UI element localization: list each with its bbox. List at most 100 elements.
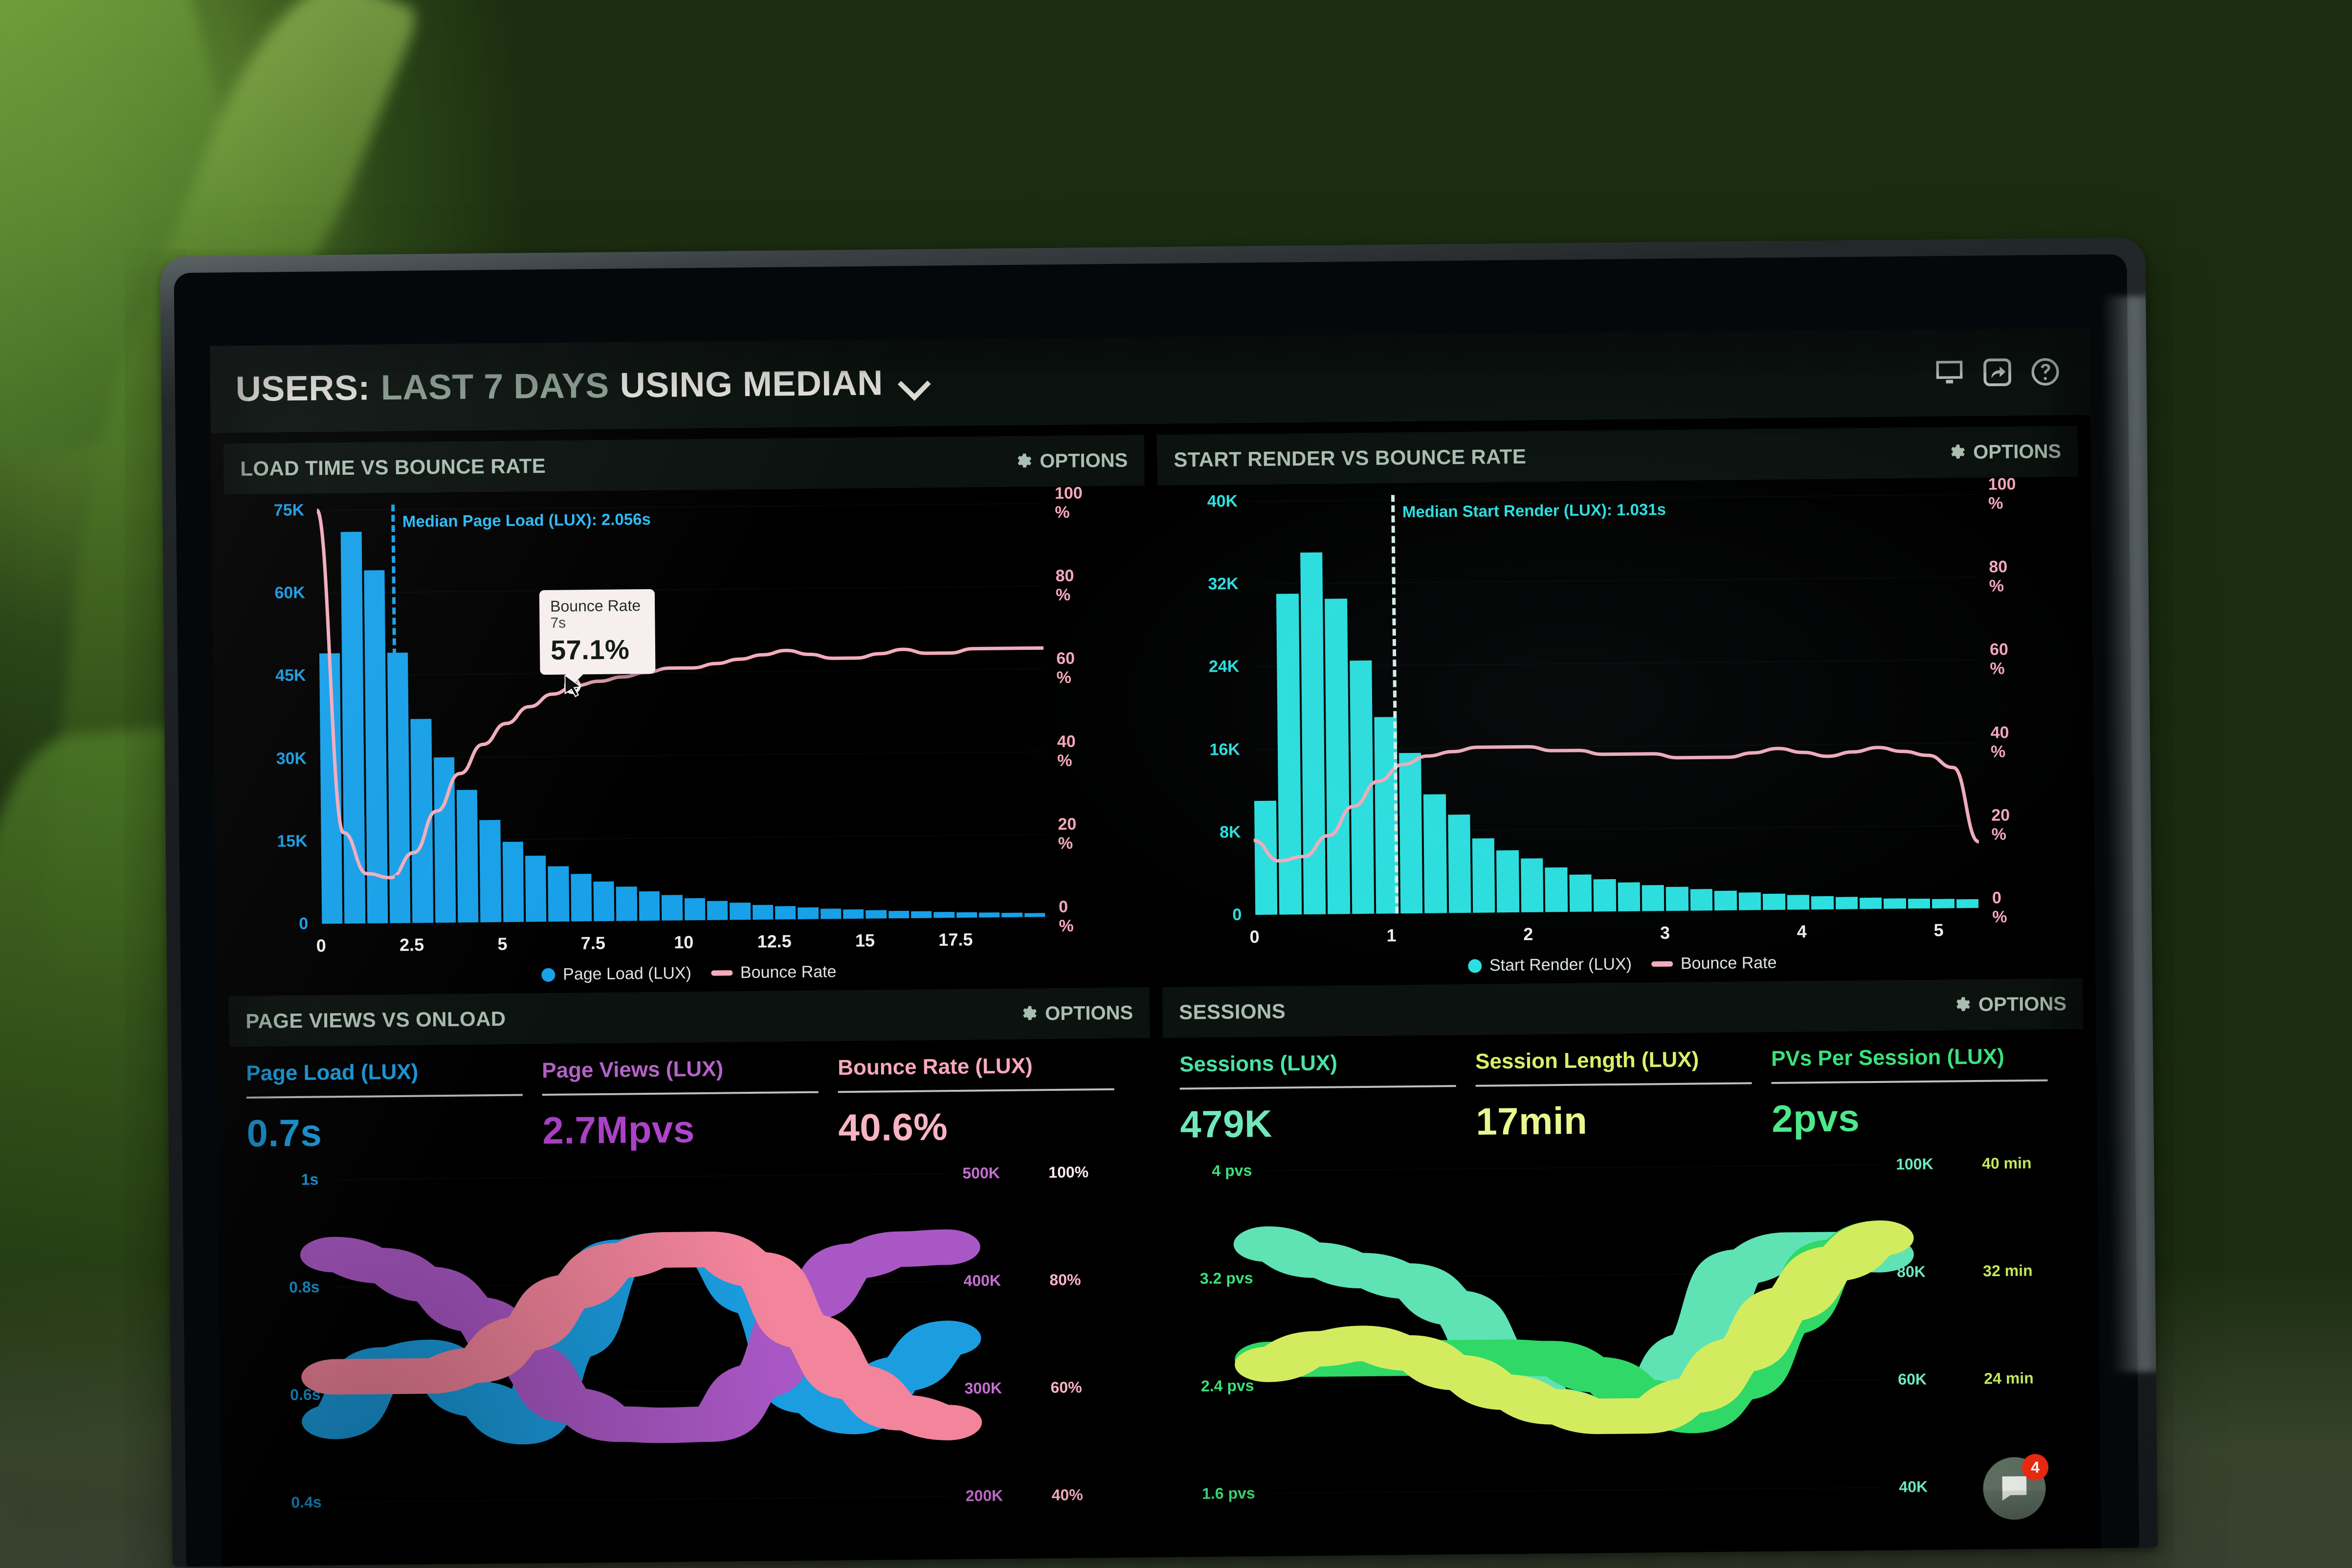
legend-line-icon [1651,961,1673,967]
metric-bounce-rate[interactable]: Bounce Rate (LUX) 40.6% [838,1053,1134,1150]
chat-badge: 4 [2021,1454,2049,1481]
header-icon-group [1935,357,2060,387]
legend-label: Bounce Rate [740,962,837,982]
divider [838,1088,1114,1093]
x-tick: 17.5 [938,929,973,950]
x-tick: 15 [855,930,875,950]
metric-page-load[interactable]: Page Load (LUX) 0.7s [246,1059,543,1156]
options-button[interactable]: OPTIONS [1013,449,1128,472]
x-tick: 12.5 [757,931,792,951]
plot-area: 4 pvs 3.2 pvs 2.4 pvs 1.6 pvs 100K 80K 6… [1200,1154,2034,1502]
x-tick: 0 [316,935,326,956]
y-tick-right: 60K [1898,1370,1927,1388]
panel-load-time-vs-bounce-rate: LOAD TIME VS BOUNCE RATE OPTIONS [223,435,1150,984]
metric-value: 17min [1475,1099,1588,1143]
monitor-icon[interactable] [1935,358,1964,387]
chat-button[interactable]: 4 [1982,1454,2049,1520]
metric-row: Sessions (LUX) 479K Session Length (LUX)… [1163,1029,2085,1147]
y-tick-left: 75K [273,501,305,520]
x-tick: 3 [1660,922,1670,943]
y-tick-right: 60 % [1989,640,2009,679]
y-tick-left: 3.2 pvs [1199,1269,1253,1287]
divider [246,1094,523,1099]
metric-row: Page Load (LUX) 0.7s Page Views (LUX) 2.… [229,1038,1151,1156]
y-tick-left: 16K [1209,740,1241,759]
median-label: Median Start Render (LUX): 1.031s [1402,500,1666,521]
legend-dot-icon [1467,959,1482,973]
plot-area: 75K 60K 45K 30K 15K 0 100 % 80 % 60 % [274,484,1083,955]
title-range: LAST 7 DAYS [380,366,610,408]
metric-page-views[interactable]: Page Views (LUX) 2.7Mpvs [542,1056,839,1153]
x-tick: 2.5 [399,934,424,955]
options-button[interactable]: OPTIONS [1952,993,2066,1016]
y-tick-left: 0.8s [289,1278,320,1296]
options-label: OPTIONS [1978,993,2067,1016]
y-tick-right: 80 % [1055,566,1074,605]
metric-value: 2.7Mpvs [542,1107,695,1152]
chart-page-views[interactable]: 1s 0.8s 0.6s 0.4s 500K 400K 300K 200K 10… [230,1152,1154,1511]
y-tick-right: 40 % [1057,732,1076,770]
y-tick-right: 20 % [1058,815,1077,853]
metric-label: Page Views (LUX) [542,1057,724,1083]
gear-icon [1019,1004,1037,1023]
tooltip-x: 7s [550,615,566,632]
panel-start-render-vs-bounce-rate: START RENDER VS BOUNCE RATE OPTIONS [1156,425,2083,975]
chart-sessions[interactable]: 4 pvs 3.2 pvs 2.4 pvs 1.6 pvs 100K 80K 6… [1164,1143,2088,1502]
metric-sessions[interactable]: Sessions (LUX) 479K [1179,1050,1476,1147]
options-label: OPTIONS [1044,1002,1133,1024]
metric-value: 479K [1179,1102,1273,1146]
divider [1771,1079,2048,1084]
help-icon[interactable] [2031,357,2060,386]
y-tick-right-2: 32 min [1983,1261,2033,1280]
tooltip: Bounce Rate 7s 57.1% [539,589,656,684]
legend-item[interactable]: Start Render (LUX) [1467,955,1632,975]
y-tick-left: 0 [299,914,309,933]
y-tick-left: 4 pvs [1212,1161,1252,1180]
y-tick-right: 60 % [1056,649,1075,687]
chart-load-time[interactable]: 75K 60K 45K 30K 15K 0 100 % 80 % 60 % [224,484,1150,984]
plot-area: 1s 0.8s 0.6s 0.4s 500K 400K 300K 200K 10… [289,1163,1088,1511]
options-label: OPTIONS [1973,440,2062,463]
legend-item[interactable]: Bounce Rate [1651,953,1777,973]
y-tick-left: 15K [277,832,308,851]
panel-title: LOAD TIME VS BOUNCE RATE [240,454,546,480]
options-button[interactable]: OPTIONS [1019,1002,1133,1025]
metric-pvs-per-session[interactable]: PVs Per Session (LUX) 2pvs [1771,1044,2068,1141]
panel-title: PAGE VIEWS VS ONLOAD [245,1007,506,1033]
legend-label: Page Load (LUX) [563,964,692,984]
y-tick-left: 0 [1232,905,1242,925]
page-title[interactable]: USERS: LAST 7 DAYS USING MEDIAN [235,363,927,410]
divider [1475,1082,1752,1087]
metric-label: Bounce Rate (LUX) [837,1054,1033,1080]
gear-icon [1947,443,1965,462]
title-users: USERS: [235,368,371,409]
bounce-rate-line [317,503,1046,924]
legend-item[interactable]: Page Load (LUX) [541,964,691,984]
tooltip-value: 57.1% [550,634,630,665]
legend-item[interactable]: Bounce Rate [710,962,837,982]
line-path [301,1232,982,1440]
line-path [1235,1220,1914,1435]
panel-header: LOAD TIME VS BOUNCE RATE OPTIONS [223,435,1145,495]
plot-area: 40K 32K 24K 16K 8K 0 100 % 80 % 60 % [1207,475,2016,947]
y-tick-right-2: 80% [1049,1270,1081,1289]
chart-start-render[interactable]: 40K 32K 24K 16K 8K 0 100 % 80 % 60 % [1157,475,2083,975]
options-label: OPTIONS [1040,449,1128,472]
divider [1179,1085,1456,1090]
y-tick-right: 500K [962,1164,1000,1182]
metric-session-length[interactable]: Session Length (LUX) 17min [1475,1047,1772,1144]
screen-bezel: USERS: LAST 7 DAYS USING MEDIAN [174,254,2139,1567]
legend-dot-icon [541,968,555,982]
chevron-down-icon[interactable] [901,370,928,397]
options-button[interactable]: OPTIONS [1947,441,2061,464]
y-tick-right: 80 % [1989,557,2008,596]
title-aggregation: USING MEDIAN [620,363,884,405]
chat-icon [2002,1476,2027,1501]
y-tick-right: 300K [964,1379,1002,1397]
y-tick-left: 32K [1208,574,1239,594]
y-tick-right-2: 24 min [1984,1369,2034,1387]
mouse-cursor-icon [564,675,581,697]
share-icon[interactable] [1983,358,2012,387]
metric-value: 40.6% [838,1105,948,1149]
y-tick-right: 20 % [1991,806,2010,844]
